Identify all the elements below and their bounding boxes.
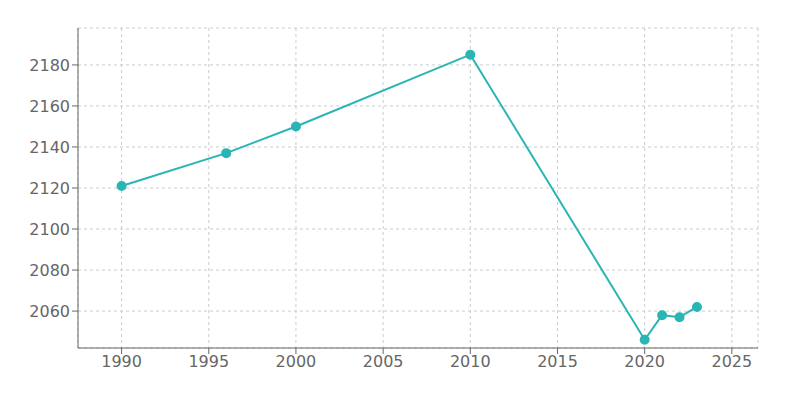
svg-text:2005: 2005 xyxy=(363,352,404,371)
svg-text:2060: 2060 xyxy=(29,302,70,321)
svg-text:2010: 2010 xyxy=(450,352,491,371)
svg-text:1995: 1995 xyxy=(188,352,229,371)
svg-text:2015: 2015 xyxy=(537,352,578,371)
svg-text:2025: 2025 xyxy=(711,352,752,371)
svg-text:2000: 2000 xyxy=(276,352,317,371)
svg-text:2120: 2120 xyxy=(29,179,70,198)
svg-text:1990: 1990 xyxy=(101,352,142,371)
svg-text:2160: 2160 xyxy=(29,97,70,116)
svg-text:2180: 2180 xyxy=(29,56,70,75)
svg-text:2080: 2080 xyxy=(29,261,70,280)
svg-text:2140: 2140 xyxy=(29,138,70,157)
svg-text:2020: 2020 xyxy=(624,352,665,371)
svg-text:2100: 2100 xyxy=(29,220,70,239)
